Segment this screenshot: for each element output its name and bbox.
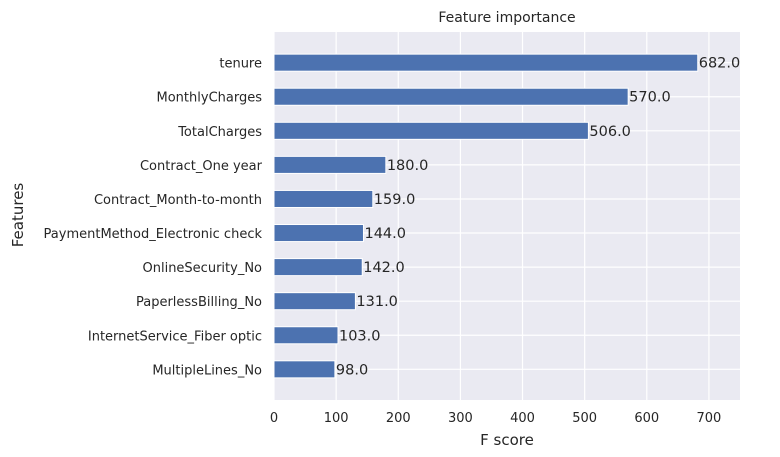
- bar: [273, 155, 387, 174]
- value-labels-layer: 682.0 570.0 506.0 180.0 159.0 144.0 142.0 131.0…: [336, 56, 740, 379]
- x-axis-label: F score: [480, 431, 534, 449]
- bar-value-label: 103.0: [339, 328, 381, 344]
- x-tick-label: 600: [634, 411, 659, 426]
- bar: [273, 360, 336, 379]
- bar: [273, 258, 363, 277]
- bar-value-label: 131.0: [356, 294, 398, 310]
- bar: [273, 224, 364, 243]
- y-tick-label: Contract_One year: [140, 159, 263, 174]
- bar: [273, 121, 589, 140]
- bar: [273, 326, 339, 345]
- bar-value-label: 144.0: [364, 226, 406, 242]
- y-tick-label: OnlineSecurity_No: [143, 261, 263, 276]
- plot-background: [274, 32, 740, 400]
- bars-layer: [273, 53, 699, 379]
- bar-value-label: 142.0: [363, 260, 405, 276]
- y-tick-label: MultipleLines_No: [152, 363, 262, 378]
- y-tick-labels-layer: tenure MonthlyCharges TotalCharges Contract…: [44, 57, 263, 379]
- y-tick-label: InternetService_Fiber optic: [88, 329, 262, 344]
- bar-value-label: 682.0: [699, 56, 741, 72]
- bar: [273, 87, 629, 106]
- y-tick-label: TotalCharges: [177, 125, 262, 140]
- bar-value-label: 98.0: [336, 362, 368, 378]
- bar: [273, 189, 374, 208]
- y-tick-label: PaymentMethod_Electronic check: [44, 227, 263, 242]
- y-tick-label: tenure: [219, 57, 262, 72]
- bar-value-label: 506.0: [589, 124, 631, 140]
- y-axis-label: Features: [9, 183, 27, 248]
- x-tick-label: 500: [572, 411, 597, 426]
- chart-title: Feature importance: [438, 10, 575, 26]
- bar-value-label: 180.0: [387, 158, 429, 174]
- x-tick-label: 700: [697, 411, 722, 426]
- x-tick-labels-layer: 0 100 200 300 400 500 600 700: [270, 411, 721, 426]
- bar-value-label: 570.0: [629, 90, 671, 106]
- x-tick-label: 400: [510, 411, 535, 426]
- bar: [273, 53, 699, 72]
- x-tick-label: 0: [270, 411, 278, 426]
- bar-value-label: 159.0: [374, 192, 416, 208]
- x-tick-label: 200: [386, 411, 411, 426]
- bar: [273, 292, 356, 311]
- y-tick-label: PaperlessBilling_No: [136, 295, 262, 310]
- y-tick-label: MonthlyCharges: [157, 91, 263, 106]
- x-tick-label: 300: [448, 411, 473, 426]
- x-tick-label: 100: [324, 411, 349, 426]
- y-tick-label: Contract_Month-to-month: [94, 193, 262, 208]
